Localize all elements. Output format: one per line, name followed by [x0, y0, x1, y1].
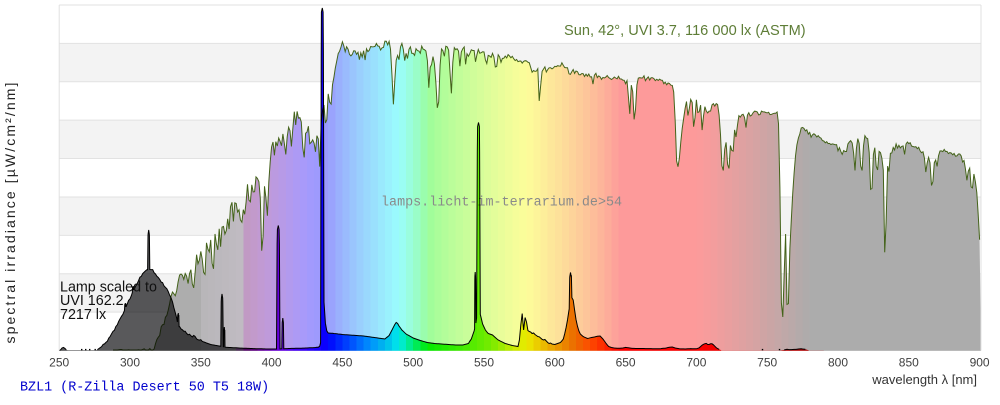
svg-text:750: 750 — [757, 356, 777, 370]
svg-text:850: 850 — [899, 356, 919, 370]
svg-text:600: 600 — [545, 356, 565, 370]
svg-text:Lamp scaled to: Lamp scaled to — [60, 280, 157, 296]
svg-text:7217 lx: 7217 lx — [60, 307, 106, 323]
svg-text:450: 450 — [332, 356, 352, 370]
svg-text:spectral irradiance [µW/cm²/nm: spectral irradiance [µW/cm²/nm] — [2, 81, 18, 344]
svg-text:300: 300 — [120, 356, 140, 370]
svg-text:UVI 162.2: UVI 162.2 — [60, 293, 124, 309]
svg-text:250: 250 — [49, 356, 69, 370]
svg-text:lamps.licht-im-terrarium.de>54: lamps.licht-im-terrarium.de>54 — [381, 196, 622, 211]
svg-text:550: 550 — [474, 356, 494, 370]
svg-text:wavelength λ [nm]: wavelength λ [nm] — [871, 372, 977, 387]
svg-text:900: 900 — [970, 356, 990, 370]
svg-text:700: 700 — [686, 356, 706, 370]
svg-text:500: 500 — [403, 356, 423, 370]
svg-text:400: 400 — [262, 356, 282, 370]
svg-text:800: 800 — [828, 356, 848, 370]
svg-text:350: 350 — [191, 356, 211, 370]
svg-text:BZL1 (R-Zilla Desert 50 T5 18W: BZL1 (R-Zilla Desert 50 T5 18W) — [20, 381, 269, 396]
svg-text:650: 650 — [616, 356, 636, 370]
svg-text:Sun, 42°, UVI 3.7, 116 000 lx: Sun, 42°, UVI 3.7, 116 000 lx (ASTM) — [564, 23, 806, 39]
